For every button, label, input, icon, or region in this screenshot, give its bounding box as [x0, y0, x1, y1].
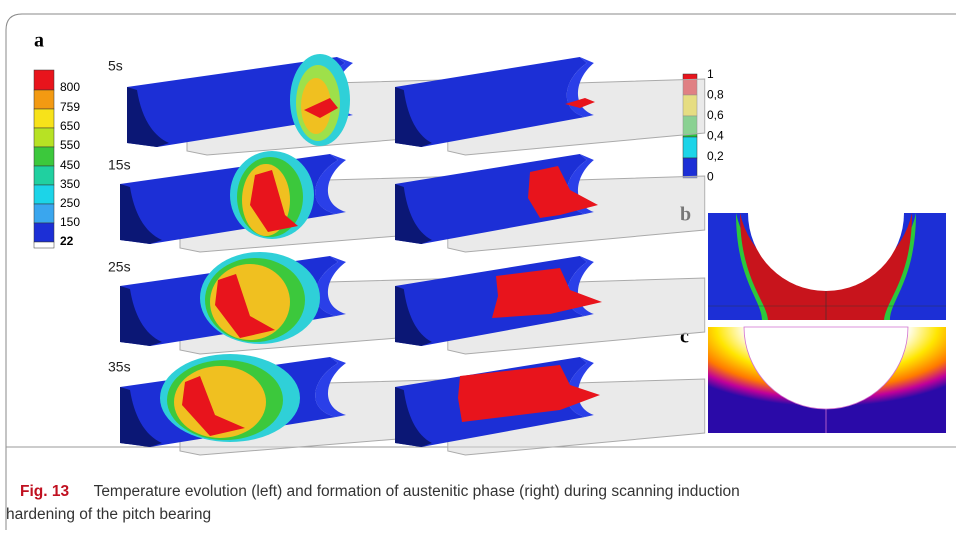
time-label: 25s: [108, 259, 131, 275]
time-label: 15s: [108, 157, 131, 173]
time-label: 35s: [108, 359, 131, 375]
caption: Fig. 13 Temperature evolution (left) and…: [20, 483, 740, 500]
colorbar-label: 800: [60, 80, 80, 94]
temperature-colorbar: [34, 70, 54, 248]
time-label: 5s: [108, 58, 123, 74]
figure: a b c 80075965055045035025015022 10,80,6…: [0, 0, 956, 541]
colorbar-label: 0: [707, 170, 714, 184]
colorbar-label: 150: [60, 215, 80, 229]
colorbar-label: 450: [60, 158, 80, 172]
caption-text: Temperature evolution (left) and formati…: [94, 483, 740, 500]
colorbar-label: 1: [707, 67, 714, 81]
colorbar-label: 350: [60, 177, 80, 191]
panel-label: a: [34, 30, 44, 52]
phase-panels: [395, 57, 705, 455]
caption-text: hardening of the pitch bearing: [6, 506, 211, 523]
colorbar-label: 0,4: [707, 129, 724, 143]
colorbar-label: 0,2: [707, 149, 724, 163]
colorbar-label: 250: [60, 196, 80, 210]
colorbar-label: 0,6: [707, 108, 724, 122]
colorbar-label: 0,8: [707, 88, 724, 102]
cross-section-b: [708, 213, 946, 320]
colorbar-label: 550: [60, 138, 80, 152]
colorbar-label: 759: [60, 100, 80, 114]
colorbar-label: 22: [60, 234, 74, 248]
colorbar-label: 650: [60, 119, 80, 133]
cross-section-c: [708, 327, 946, 433]
caption-label: Fig. 13: [20, 483, 69, 500]
